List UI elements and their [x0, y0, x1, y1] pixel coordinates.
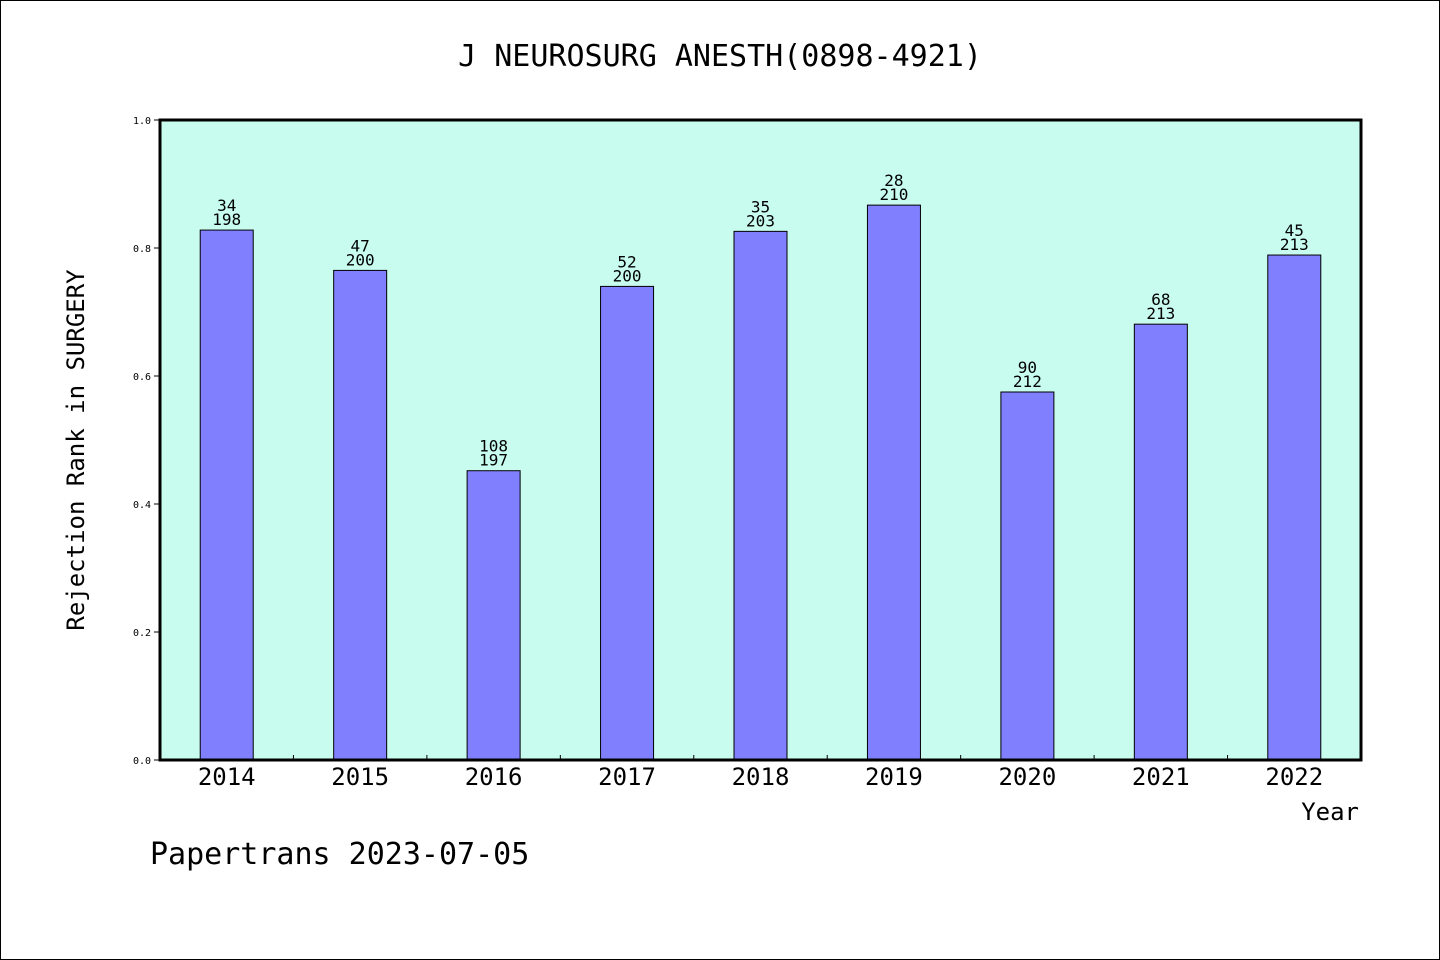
footer-text: Papertrans 2023-07-05	[150, 837, 529, 872]
x-tick-label: 2016	[465, 763, 523, 791]
bar-rank-label: 34	[217, 196, 236, 215]
x-tick-label: 2021	[1132, 763, 1190, 791]
x-axis-ticks: 2014 2015 2016 2017 2018 2019 2020 2021 2022	[198, 755, 1323, 791]
bar-total-label: 200	[346, 250, 375, 269]
y-axis-ticks: 0.0 0.2 0.4 0.6 0.8 1.0	[133, 116, 160, 767]
chart-title: J NEUROSURG ANESTH(0898-4921)	[458, 39, 982, 74]
y-tick-label: 0.6	[133, 372, 151, 383]
y-tick-label: 0.2	[133, 628, 151, 639]
bar-2017	[600, 285, 655, 761]
y-tick-label: 0.4	[133, 500, 151, 511]
x-tick-label: 2018	[732, 763, 790, 791]
bar-total-label: 198	[212, 210, 241, 229]
bar-total-label: 213	[1146, 304, 1175, 323]
bar-2014	[199, 229, 254, 761]
bar-2020	[1000, 391, 1055, 761]
bar-rank-label: 47	[351, 236, 370, 255]
data-labels: 3419847200108197522003520328210902126821…	[212, 171, 1308, 470]
bar-rank-label: 52	[617, 252, 636, 271]
bar-rank-label: 45	[1285, 221, 1304, 240]
bar-rank-label: 90	[1018, 358, 1037, 377]
y-axis-label: Rejection Rank in SURGERY	[62, 269, 90, 631]
bar-rank-label: 28	[884, 171, 903, 190]
bar-2019	[866, 204, 921, 761]
x-tick-label: 2015	[331, 763, 389, 791]
bar-rank-label: 68	[1151, 290, 1170, 309]
bar-total-label: 213	[1280, 235, 1309, 254]
y-tick-label: 0.0	[133, 756, 151, 767]
bar-total-label: 203	[746, 211, 775, 230]
x-tick-label: 2020	[998, 763, 1056, 791]
bars	[199, 204, 1322, 761]
y-tick-label: 0.8	[133, 244, 151, 255]
bar-total-label: 212	[1013, 372, 1042, 391]
plot-border	[158, 118, 1363, 762]
bar-2016	[466, 470, 521, 761]
x-tick-label: 2014	[198, 763, 256, 791]
bar-rank-label: 108	[479, 437, 508, 456]
bar-total-label: 210	[879, 185, 908, 204]
bar-total-label: 200	[613, 266, 642, 285]
bar-total-label: 197	[479, 451, 508, 470]
bar-2021	[1133, 323, 1188, 761]
x-tick-label: 2017	[598, 763, 656, 791]
y-tick-label: 1.0	[133, 116, 151, 127]
bar-rank-label: 35	[751, 197, 770, 216]
x-tick-label: 2019	[865, 763, 923, 791]
x-tick-label: 2022	[1265, 763, 1323, 791]
bar-2018	[733, 230, 788, 761]
bar-2022	[1267, 254, 1322, 761]
bar-2015	[333, 269, 388, 761]
x-axis-label: Year	[1301, 798, 1359, 826]
